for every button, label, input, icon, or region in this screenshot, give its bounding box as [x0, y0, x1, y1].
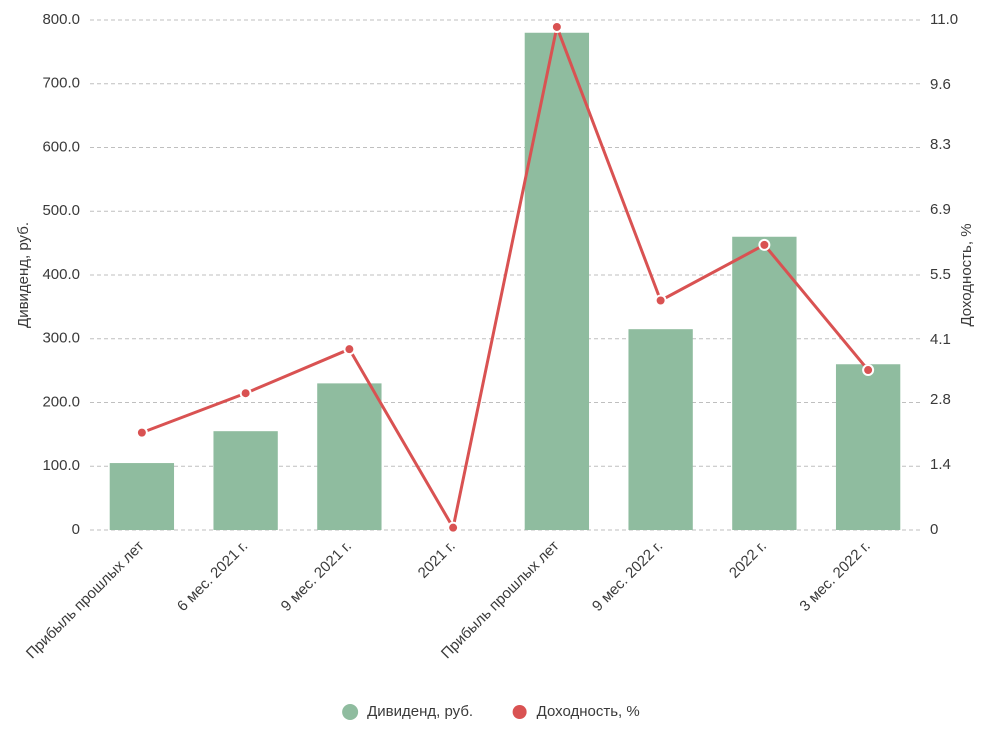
ytick-left-label: 0 [72, 521, 80, 538]
ytick-right-label: 8.3 [930, 136, 951, 153]
ytick-right-label: 6.9 [930, 201, 951, 218]
chart-svg: 0 100.0 200.0 300.0 400.0 500.0 600.0 700.0 800.… [0, 0, 985, 741]
bar [628, 329, 692, 530]
dividend-yield-chart: 0 100.0 200.0 300.0 400.0 500.0 600.0 700.0 800.… [0, 0, 985, 741]
ytick-left-label: 100.0 [42, 457, 80, 474]
line-marker [656, 296, 666, 306]
ytick-right-label: 0 [930, 521, 938, 538]
line-marker [137, 428, 147, 438]
bar [317, 383, 381, 530]
right-y-axis-title: Доходность, % [958, 223, 975, 326]
bar [110, 463, 174, 530]
bar [836, 364, 900, 530]
ytick-right-label: 5.5 [930, 266, 951, 283]
legend-label: Дивиденд, руб. [367, 703, 473, 720]
line-marker [448, 523, 458, 533]
ytick-right-label: 2.8 [930, 391, 951, 408]
line-marker [863, 365, 873, 375]
ytick-left-label: 700.0 [42, 75, 80, 92]
ytick-right-label: 11.0 [930, 11, 958, 28]
legend-swatch-bar [342, 704, 358, 720]
line-marker [759, 240, 769, 250]
ytick-left-label: 400.0 [42, 266, 80, 283]
left-y-axis: 0 100.0 200.0 300.0 400.0 500.0 600.0 700.0 800.… [42, 11, 80, 538]
left-y-axis-title: Дивиденд, руб. [15, 222, 32, 328]
ytick-right-label: 4.1 [930, 331, 951, 348]
ytick-left-label: 300.0 [42, 330, 80, 347]
ytick-left-label: 800.0 [42, 11, 80, 28]
line-marker [241, 388, 251, 398]
ytick-left-label: 200.0 [42, 393, 80, 410]
line-marker [344, 344, 354, 354]
ytick-right-label: 1.4 [930, 456, 951, 473]
bar [525, 33, 589, 530]
ytick-right-label: 9.6 [930, 76, 951, 93]
bar [732, 237, 796, 530]
bar [213, 431, 277, 530]
line-marker [552, 22, 562, 32]
legend-label: Доходность, % [537, 703, 640, 720]
ytick-left-label: 500.0 [42, 202, 80, 219]
legend-swatch-line [513, 705, 527, 719]
ytick-left-label: 600.0 [42, 138, 80, 155]
